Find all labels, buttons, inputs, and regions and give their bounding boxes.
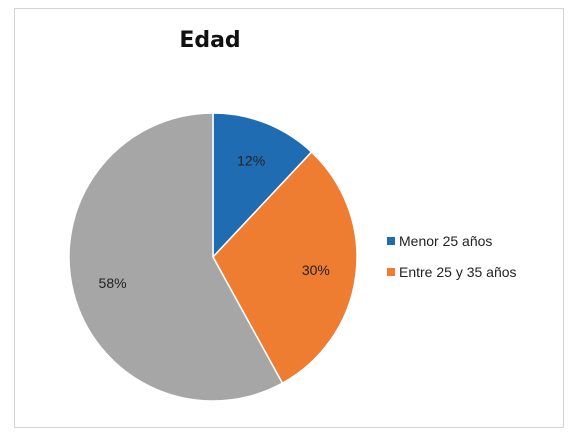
legend-item-0: Menor 25 años	[387, 232, 547, 250]
legend-swatch-0	[387, 237, 395, 245]
pie-slice-0	[212, 112, 313, 259]
legend-label-1: Entre 25 y 35 años	[399, 264, 517, 280]
legend-swatch-1	[387, 268, 395, 276]
legend-label-0: Menor 25 años	[399, 233, 493, 249]
pie-slice-2	[68, 112, 284, 402]
chart-legend: Menor 25 años Entre 25 y 35 años	[387, 232, 547, 294]
pie-slice-1	[212, 150, 358, 385]
chart-title: Edad	[179, 28, 241, 53]
slice-value-label-0: 12%	[237, 153, 265, 169]
legend-item-1: Entre 25 y 35 años	[387, 263, 547, 281]
slice-value-label-2: 58%	[99, 275, 127, 291]
slice-value-label-1: 30%	[302, 262, 330, 278]
